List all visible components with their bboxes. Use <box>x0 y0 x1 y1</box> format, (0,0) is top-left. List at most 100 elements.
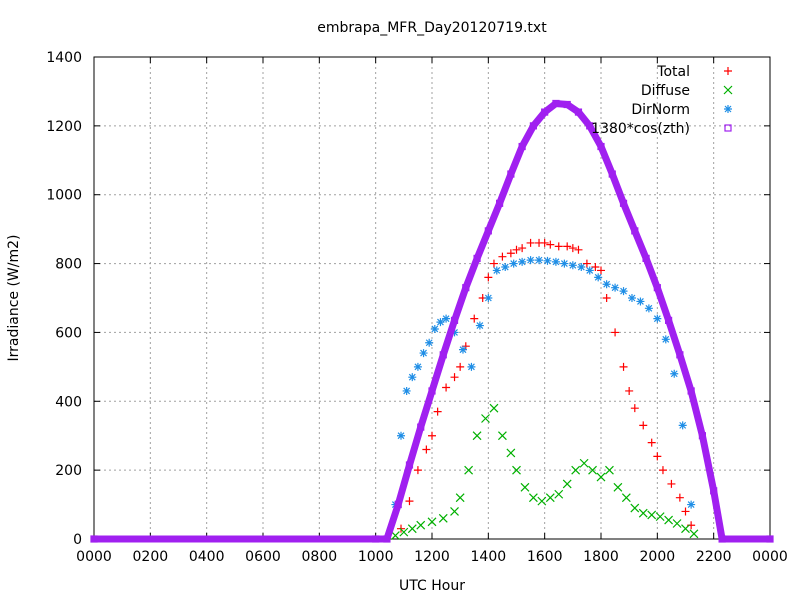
data-point <box>647 510 657 520</box>
data-point <box>577 263 586 272</box>
data-point <box>442 383 451 392</box>
data-point <box>588 465 597 475</box>
x-tick-label: 0000 <box>76 549 112 565</box>
x-tick-label: 0000 <box>752 549 788 565</box>
data-point <box>585 266 594 275</box>
y-tick-label: 0 <box>73 532 82 548</box>
data-point <box>766 535 774 543</box>
data-point <box>518 257 527 266</box>
data-point <box>439 351 447 359</box>
data-point <box>413 362 422 371</box>
legend-label: DirNorm <box>631 102 690 118</box>
data-point <box>597 266 605 275</box>
data-point <box>416 520 426 530</box>
data-point <box>402 386 411 395</box>
data-point <box>608 170 616 178</box>
data-point <box>591 263 600 272</box>
data-point <box>450 373 459 382</box>
data-point <box>678 421 687 430</box>
data-point <box>667 479 676 488</box>
data-point <box>492 266 501 275</box>
legend-marker <box>724 67 732 75</box>
data-point <box>653 452 662 461</box>
data-point <box>473 254 481 263</box>
data-point <box>541 108 549 116</box>
x-tick-label: 1200 <box>414 549 450 565</box>
data-point <box>475 321 484 330</box>
x-tick-label: 1400 <box>471 549 507 565</box>
data-point <box>430 324 439 333</box>
data-point <box>489 259 498 268</box>
data-point <box>467 362 476 371</box>
data-point <box>602 294 611 302</box>
data-point <box>464 465 474 475</box>
data-point <box>496 199 504 207</box>
data-point <box>535 256 544 265</box>
data-point <box>631 227 639 235</box>
x-tick-label: 1800 <box>583 549 619 565</box>
data-point <box>602 280 611 289</box>
data-point <box>552 99 560 108</box>
legend: Total Diffuse DirNorm 1380*cos(zth) <box>591 64 733 137</box>
data-point <box>621 493 631 503</box>
x-tick-label: 0400 <box>189 549 225 565</box>
data-point <box>399 527 409 537</box>
data-point <box>681 524 690 534</box>
data-point <box>638 508 648 518</box>
data-point <box>450 328 459 337</box>
data-point <box>644 304 653 313</box>
legend-marker <box>724 124 732 132</box>
data-point <box>664 316 673 324</box>
data-point <box>372 535 380 543</box>
data-point <box>586 122 594 130</box>
data-point <box>512 245 521 254</box>
data-point <box>507 170 515 178</box>
data-point <box>497 431 507 441</box>
data-point <box>582 259 591 268</box>
data-point <box>427 517 437 527</box>
data-point <box>518 142 526 151</box>
x-tick-label: 0600 <box>245 549 281 565</box>
data-point <box>605 465 614 475</box>
data-point <box>422 445 431 454</box>
data-point <box>639 421 648 430</box>
series-diffuse <box>390 403 699 540</box>
data-point <box>383 535 391 543</box>
data-point <box>512 465 521 475</box>
data-point <box>676 351 684 359</box>
chart-title: embrapa_MFR_Day20120719.txt <box>317 20 547 36</box>
x-tick-label: 1000 <box>358 549 394 565</box>
series-1380-cos-zth- <box>90 99 774 543</box>
data-point <box>630 503 640 513</box>
data-point <box>571 465 581 475</box>
data-point <box>619 287 628 296</box>
data-point <box>428 387 436 395</box>
data-point <box>501 263 510 272</box>
data-point <box>537 496 547 506</box>
data-point <box>407 524 417 534</box>
data-point <box>438 513 448 523</box>
data-point <box>613 482 623 492</box>
cos-curve <box>90 100 774 543</box>
data-point <box>689 529 699 539</box>
data-point <box>653 284 661 292</box>
x-tick-label: 0200 <box>133 549 169 565</box>
data-point <box>546 240 555 249</box>
data-point <box>681 507 690 516</box>
x-tick-label: 1600 <box>527 549 563 565</box>
y-tick-label: 1000 <box>46 188 82 204</box>
data-point <box>509 259 518 268</box>
data-point <box>489 403 499 413</box>
data-point <box>470 314 479 323</box>
data-point <box>594 273 603 282</box>
legend-marker <box>723 85 733 95</box>
x-tick-label: 2200 <box>696 549 732 565</box>
data-point <box>670 369 679 378</box>
data-point <box>450 507 459 516</box>
data-point <box>596 472 606 482</box>
data-point <box>506 249 515 258</box>
data-point <box>484 227 492 235</box>
data-point <box>687 500 696 509</box>
data-point <box>661 335 670 344</box>
